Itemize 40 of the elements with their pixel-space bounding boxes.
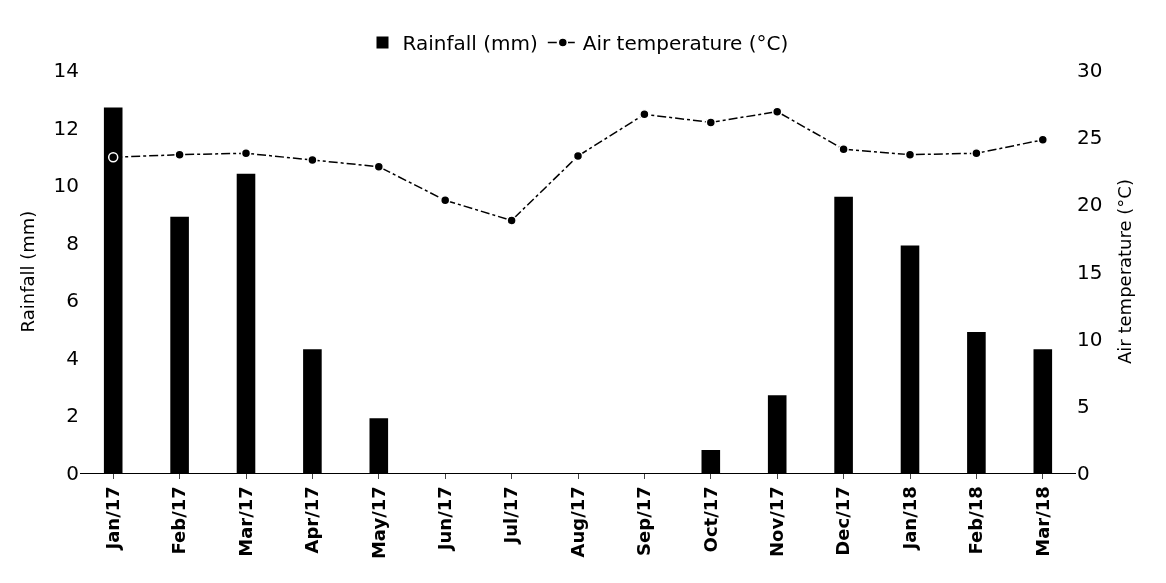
point [506, 215, 517, 226]
point [705, 117, 717, 128]
x-tick-label: Feb/17 [168, 486, 190, 555]
y2-tick-label: 30 [1077, 58, 1103, 82]
x-tick-label: Dec/17 [832, 486, 854, 556]
x-tick-label: May/17 [367, 486, 389, 560]
y-tick-label: 2 [66, 403, 79, 428]
y2-axis-title: Air temperature (°C) [1114, 179, 1135, 364]
x-tick-label: Aug/17 [566, 486, 588, 558]
x-tick-label: Jul/17 [500, 486, 522, 546]
y-tick-label: 6 [66, 288, 79, 313]
y-tick-label: 14 [53, 58, 79, 82]
x-tick-label: Jun/17 [434, 486, 456, 553]
y2-tick-label: 25 [1077, 125, 1103, 150]
y-tick-label: 12 [53, 115, 79, 140]
point [174, 149, 185, 160]
x-tick-label: Sep/17 [633, 486, 655, 556]
y2-tick-label: 20 [1077, 192, 1103, 217]
y-tick-label: 4 [66, 345, 79, 370]
y2-tick-label: 5 [1077, 393, 1090, 418]
x-tick-label: Apr/17 [301, 486, 323, 554]
x-tick-label: Jan/18 [898, 486, 920, 552]
legend-label: Air temperature (°C) [582, 31, 789, 56]
y-tick-label: 0 [66, 461, 79, 485]
x-tick-label: Mar/17 [234, 486, 256, 557]
legend-label: Rainfall (mm) [402, 31, 538, 56]
y-axis-title: Rainfall (mm) [17, 210, 38, 333]
x-tick-label: Feb/18 [965, 486, 987, 555]
y2-tick-label: 10 [1077, 326, 1103, 351]
point [107, 152, 119, 163]
point [771, 106, 783, 117]
y-tick-label: 8 [66, 230, 79, 255]
x-tick-label: Oct/17 [699, 486, 721, 553]
x-tick-label: Mar/18 [1031, 486, 1053, 557]
y2-tick-label: 0 [1077, 461, 1090, 485]
y-tick-label: 10 [53, 173, 79, 198]
point [373, 161, 385, 172]
x-tick-label: Jan/17 [102, 486, 124, 552]
y2-tick-label: 15 [1077, 259, 1103, 284]
x-tick-label: Nov/17 [766, 486, 788, 557]
